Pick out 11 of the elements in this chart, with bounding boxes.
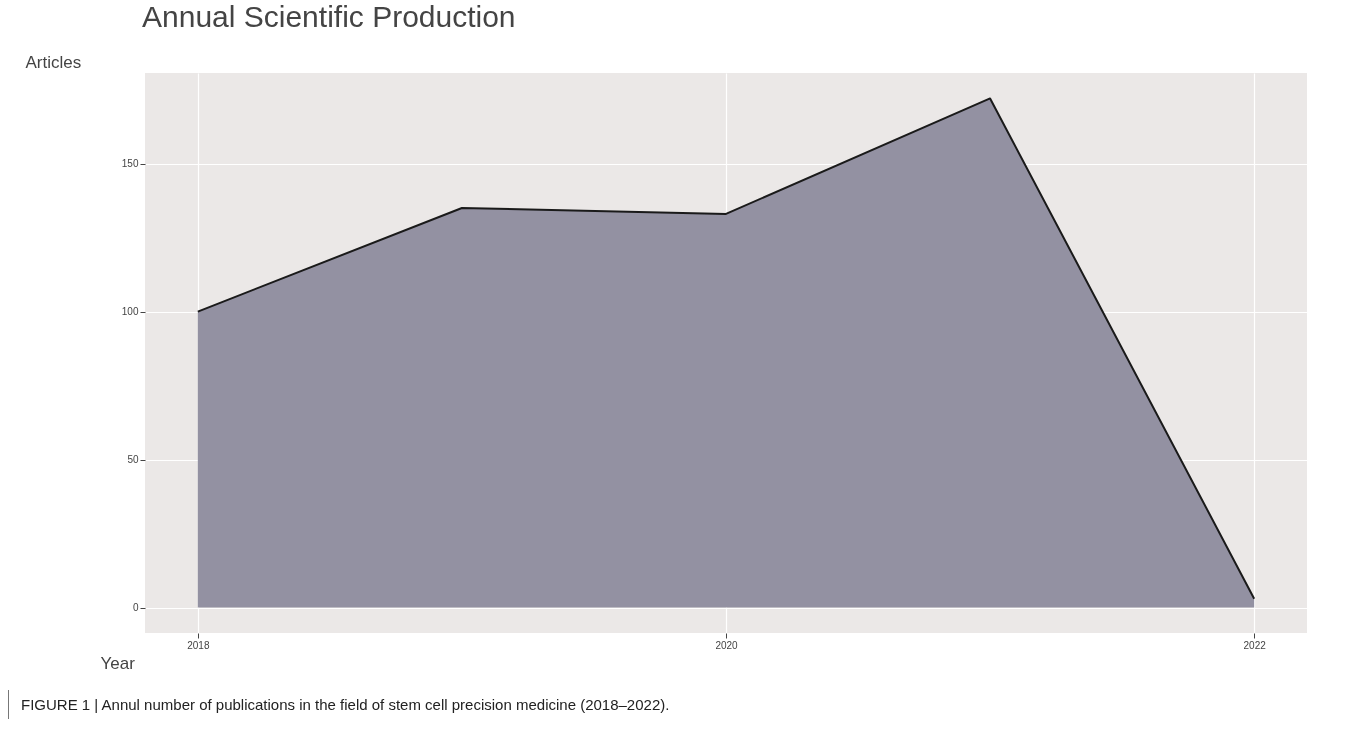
y-tick-label: 50	[127, 454, 139, 466]
x-tick-label: 2022	[1243, 639, 1267, 651]
caption: FIGURE 1 | Annul number of publications in the field of stem cell precision medicine (2018–2022).	[21, 696, 671, 713]
chart-title: Annual Scientific Production	[142, 0, 516, 33]
y-tick-label: 150	[121, 158, 139, 170]
x-tick-label: 2018	[187, 639, 210, 651]
y-tick-label: 100	[121, 306, 139, 318]
x-tick-label: 2020	[715, 639, 739, 651]
y-axis-title: Articles	[25, 52, 82, 72]
x-axis-title: Year	[100, 653, 136, 673]
y-tick-label: 0	[132, 602, 139, 614]
